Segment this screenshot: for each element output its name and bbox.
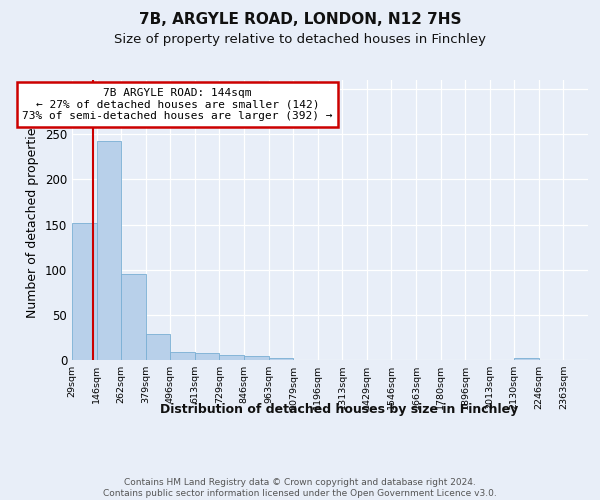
Text: Distribution of detached houses by size in Finchley: Distribution of detached houses by size … — [160, 402, 518, 415]
Text: 7B ARGYLE ROAD: 144sqm
← 27% of detached houses are smaller (142)
73% of semi-de: 7B ARGYLE ROAD: 144sqm ← 27% of detached… — [22, 88, 333, 121]
Bar — [514, 358, 539, 360]
Text: 7B, ARGYLE ROAD, LONDON, N12 7HS: 7B, ARGYLE ROAD, LONDON, N12 7HS — [139, 12, 461, 28]
Bar — [97, 142, 121, 360]
Text: Size of property relative to detached houses in Finchley: Size of property relative to detached ho… — [114, 32, 486, 46]
Bar — [244, 356, 269, 360]
Bar — [121, 274, 146, 360]
Bar — [146, 334, 170, 360]
Bar — [170, 352, 195, 360]
Text: Contains HM Land Registry data © Crown copyright and database right 2024.
Contai: Contains HM Land Registry data © Crown c… — [103, 478, 497, 498]
Bar — [220, 356, 244, 360]
Bar — [269, 358, 293, 360]
Bar — [195, 353, 220, 360]
Y-axis label: Number of detached properties: Number of detached properties — [26, 122, 40, 318]
Bar — [72, 222, 97, 360]
